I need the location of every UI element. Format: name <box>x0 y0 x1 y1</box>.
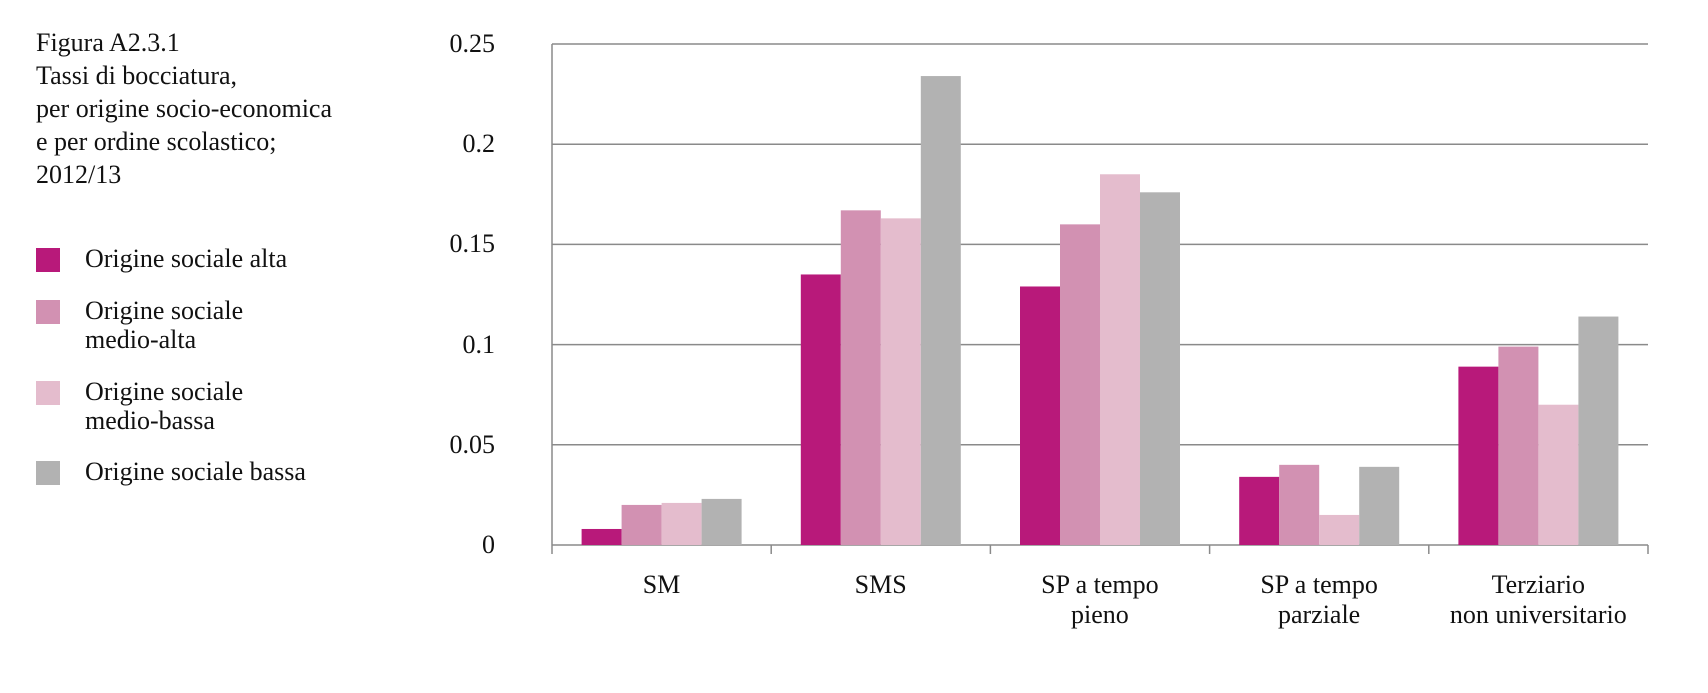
bar <box>880 218 921 545</box>
bar <box>701 498 742 545</box>
bar <box>1060 224 1100 546</box>
x-tick-label: Terziario non universitario <box>1449 570 1627 629</box>
bar <box>581 528 622 545</box>
bar <box>1020 286 1060 545</box>
x-tick-label: SP a tempo pieno <box>1041 570 1159 629</box>
legend-swatch <box>36 248 60 272</box>
y-tick-label: 0.1 <box>462 329 496 359</box>
bar <box>1458 366 1499 545</box>
bar <box>1319 514 1360 545</box>
chart-title: Figura A2.3.1 Tassi di bocciatura, per o… <box>36 28 332 189</box>
bar <box>920 76 961 546</box>
bar <box>1239 476 1280 545</box>
x-tick-label: SP a tempo parziale <box>1260 570 1378 629</box>
legend-swatch <box>36 461 60 485</box>
y-tick-label: 0 <box>482 530 495 559</box>
bar <box>1140 192 1180 545</box>
legend-swatch <box>36 300 60 324</box>
bar <box>1279 464 1320 545</box>
bar <box>1100 174 1140 545</box>
bar <box>1538 404 1579 545</box>
y-tick-label: 0.2 <box>462 129 496 159</box>
bar <box>621 504 662 545</box>
legend-swatch <box>36 381 60 405</box>
bar <box>1578 316 1619 545</box>
bar <box>1359 466 1400 545</box>
bar <box>661 502 702 545</box>
legend-label: Origine sociale medio-alta <box>85 296 244 354</box>
y-tick-label: 0.25 <box>449 29 496 58</box>
legend-label: Origine sociale bassa <box>85 457 306 486</box>
legend-label: Origine sociale medio-bassa <box>85 377 244 435</box>
y-tick-label: 0.15 <box>449 229 496 259</box>
bar <box>1498 346 1539 545</box>
y-tick-label: 0.05 <box>449 429 496 459</box>
bar <box>800 274 841 545</box>
x-tick-label: SMS <box>854 570 907 599</box>
legend-label: Origine sociale alta <box>85 244 288 273</box>
x-tick-label: SM <box>642 570 681 599</box>
bar <box>840 210 881 545</box>
